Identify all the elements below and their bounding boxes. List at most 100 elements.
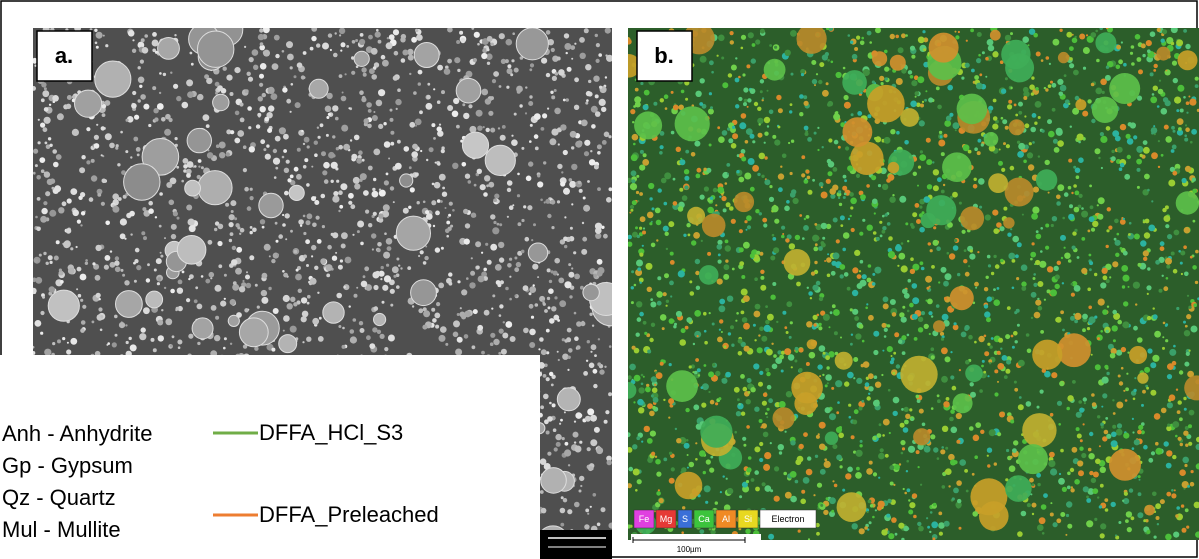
particle <box>1189 410 1195 416</box>
particle <box>476 110 483 117</box>
particle <box>52 187 55 190</box>
particle <box>1110 353 1116 359</box>
particle <box>872 273 875 276</box>
particle <box>574 502 580 508</box>
particle <box>521 219 524 222</box>
particle <box>434 313 440 319</box>
particle <box>704 330 707 333</box>
particle <box>922 30 925 33</box>
particle <box>354 294 358 298</box>
particle <box>43 201 47 205</box>
particle <box>242 280 244 282</box>
particle <box>332 256 337 261</box>
particle <box>943 184 945 186</box>
particle <box>132 39 134 41</box>
particle <box>663 292 667 296</box>
particle <box>583 205 590 212</box>
particle <box>1165 69 1171 75</box>
particle <box>1183 431 1188 436</box>
particle <box>731 344 734 347</box>
particle <box>725 245 731 251</box>
particle <box>172 335 175 338</box>
particle <box>903 526 909 532</box>
particle <box>1123 390 1125 392</box>
particle <box>950 351 952 353</box>
particle <box>977 32 982 37</box>
particle <box>693 404 699 410</box>
particle <box>574 421 576 423</box>
particle <box>1157 523 1159 525</box>
particle <box>1171 493 1176 498</box>
particle <box>832 444 837 449</box>
particle <box>768 534 774 540</box>
particle <box>743 102 747 106</box>
particle <box>563 99 566 102</box>
particle <box>822 374 824 376</box>
particle <box>1177 118 1184 125</box>
particle <box>726 163 730 167</box>
particle <box>521 250 525 254</box>
particle <box>86 127 90 131</box>
particle <box>551 384 554 387</box>
particle <box>390 118 394 122</box>
particle <box>363 275 366 278</box>
particle <box>666 300 669 303</box>
particle <box>964 249 967 252</box>
particle <box>178 346 181 349</box>
particle <box>670 252 674 256</box>
particle <box>455 349 462 356</box>
particle <box>719 305 726 312</box>
particle <box>217 241 222 246</box>
particle <box>1053 39 1060 46</box>
particle <box>271 259 275 263</box>
particle <box>170 345 173 348</box>
particle <box>850 198 857 205</box>
particle <box>44 117 51 124</box>
particle <box>397 140 401 144</box>
particle <box>974 455 978 459</box>
sphere <box>414 43 439 68</box>
particle <box>706 459 711 464</box>
particle <box>1069 63 1074 68</box>
particle <box>586 360 588 362</box>
particle <box>141 327 146 332</box>
particle <box>574 274 580 280</box>
particle <box>321 194 326 199</box>
particle <box>803 95 807 99</box>
particle <box>301 130 303 132</box>
particle <box>318 336 324 342</box>
particle <box>1152 93 1155 96</box>
particle <box>117 163 120 166</box>
particle <box>1116 402 1123 409</box>
particle <box>144 34 148 38</box>
particle <box>758 382 763 387</box>
particle <box>429 147 434 152</box>
particle <box>303 232 306 235</box>
particle <box>767 90 769 92</box>
particle <box>723 208 727 212</box>
particle <box>721 331 723 333</box>
particle <box>1081 268 1087 274</box>
particle <box>1151 451 1155 455</box>
particle <box>1173 130 1176 133</box>
particle <box>801 173 805 177</box>
particle <box>788 142 790 144</box>
particle <box>357 230 360 233</box>
particle <box>490 244 497 251</box>
particle <box>1100 523 1106 529</box>
particle <box>898 253 905 260</box>
particle <box>896 364 900 368</box>
particle <box>330 49 332 51</box>
particle <box>177 217 180 220</box>
particle <box>121 321 123 323</box>
particle <box>326 134 329 137</box>
particle <box>1057 79 1063 85</box>
particle <box>1119 381 1123 385</box>
particle <box>186 298 190 302</box>
particle <box>770 256 775 261</box>
particle <box>490 342 494 346</box>
particle <box>92 262 95 265</box>
particle <box>888 251 895 258</box>
particle <box>413 91 417 95</box>
particle <box>49 104 51 106</box>
